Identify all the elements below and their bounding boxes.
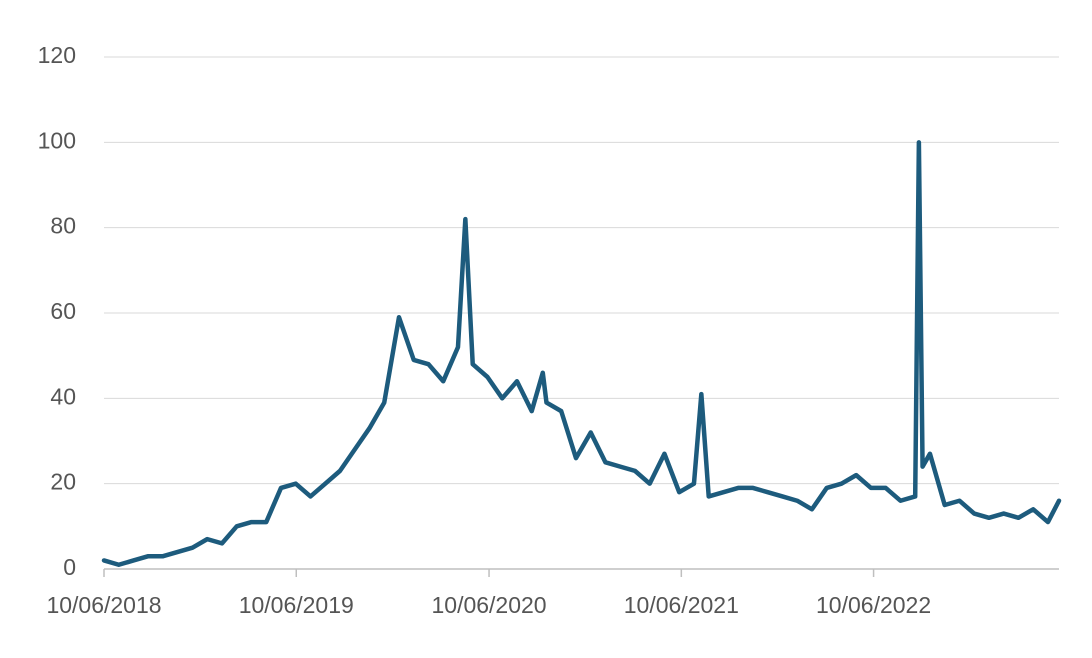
x-tick-label: 10/06/2021 [624,592,739,618]
y-tick-label: 120 [38,42,76,68]
x-tick-label: 10/06/2018 [46,592,161,618]
y-tick-label: 60 [50,298,76,324]
y-tick-label: 80 [50,213,76,239]
y-tick-label: 40 [50,383,76,409]
y-tick-label: 20 [50,469,76,495]
line [101,140,1062,567]
x-tick-label: 10/06/2020 [431,592,546,618]
y-tick-label: 100 [38,127,76,153]
x-tick-label: 10/06/2022 [816,592,931,618]
y-tick-label: 0 [63,554,76,580]
x-tick-label: 10/06/2019 [239,592,354,618]
